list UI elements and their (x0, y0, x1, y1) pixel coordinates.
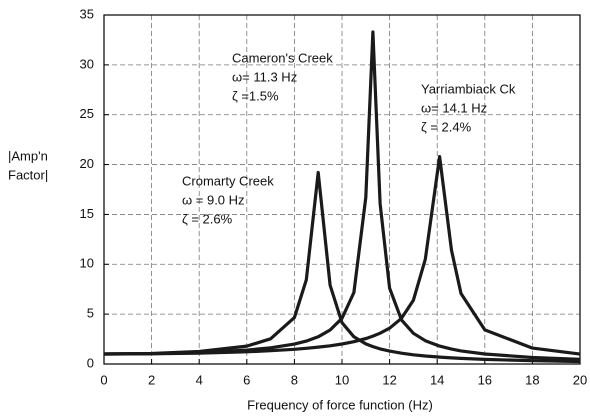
y-axis-label: |Amp'n (8, 148, 48, 163)
y-tick-label: 30 (80, 56, 94, 71)
x-tick-label: 12 (382, 372, 396, 387)
x-tick-label: 10 (335, 372, 349, 387)
annotation: ζ =1.5% (232, 88, 279, 103)
y-axis-label: Factor| (8, 167, 48, 182)
x-tick-label: 8 (291, 372, 298, 387)
curve (103, 170, 581, 364)
x-tick-label: 0 (100, 372, 107, 387)
annotation: ζ = 2.4% (421, 119, 472, 134)
y-tick-label: 10 (80, 256, 94, 271)
annotation: ζ = 2.6% (182, 211, 233, 226)
x-axis-label: Frequency of force function (Hz) (247, 397, 433, 412)
curve (103, 155, 581, 356)
annotation: ω= 14.1 Hz (421, 100, 487, 115)
y-tick-label: 15 (80, 206, 94, 221)
x-tick-label: 2 (148, 372, 155, 387)
x-tick-label: 4 (196, 372, 203, 387)
y-tick-label: 35 (80, 6, 94, 21)
x-tick-label: 16 (478, 372, 492, 387)
y-tick-label: 0 (87, 355, 94, 370)
x-tick-label: 18 (525, 372, 539, 387)
x-tick-label: 6 (243, 372, 250, 387)
annotation: Cromarty Creek (182, 173, 274, 188)
x-tick-label: 20 (573, 372, 587, 387)
y-tick-label: 20 (80, 156, 94, 171)
y-tick-label: 25 (80, 106, 94, 121)
annotation: ω= 11.3 Hz (232, 69, 297, 84)
y-tick-label: 5 (87, 306, 94, 321)
curve (103, 30, 581, 361)
plot-frame (103, 14, 581, 365)
annotation: ω = 9.0 Hz (182, 192, 245, 207)
x-tick-label: 14 (430, 372, 444, 387)
annotation: Yarriambiack Ck (421, 81, 516, 96)
annotation: Cameron's Creek (232, 50, 333, 65)
